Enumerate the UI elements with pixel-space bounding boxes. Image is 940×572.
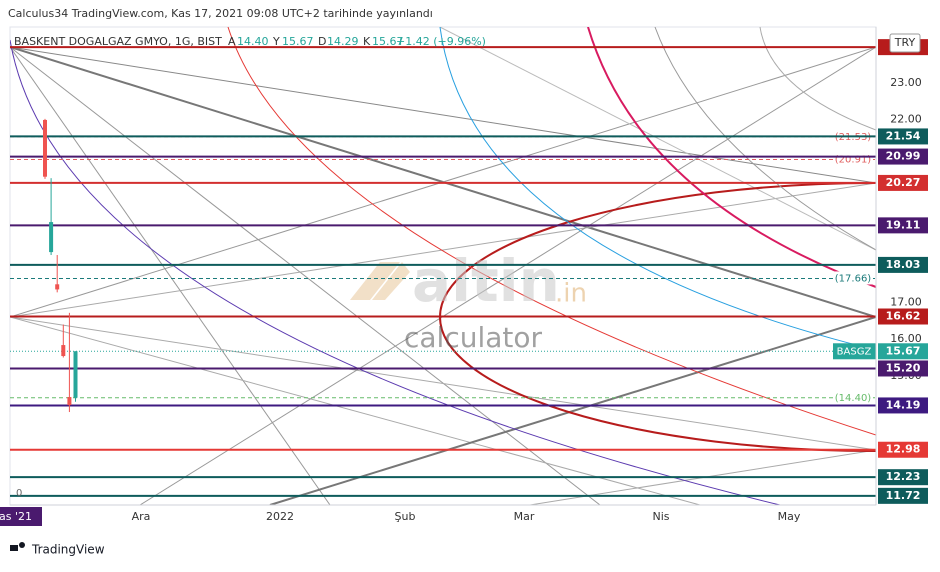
price-tag: [878, 256, 928, 273]
price-tag-label: 15.20: [886, 361, 921, 374]
x-tick-label: Mar: [514, 510, 535, 523]
x-tick-label: Nis: [652, 510, 669, 523]
zero-label: 0: [16, 488, 22, 499]
y-tick-label: 23.00: [890, 76, 922, 89]
currency-label: TRY: [894, 36, 916, 49]
candle-body: [61, 345, 66, 357]
price-tag: [878, 174, 928, 191]
y-tick-label: 16.00: [890, 332, 922, 345]
y-tick-label: 22.00: [890, 113, 922, 126]
ohlc-legend: A 14.40 Y 15.67 D 14.29 K 15.67+1.42 (+9.96%): [228, 35, 486, 48]
header: Calculus34 TradingView.com, Kas 17, 2021…: [8, 7, 433, 20]
candle-body: [49, 222, 54, 253]
symbol-tag-label: BASGZ: [837, 346, 872, 357]
price-tag-label: 12.98: [886, 443, 921, 456]
legend-key: K: [363, 35, 371, 48]
candle-body: [55, 284, 60, 290]
price-tag-label: 18.03: [886, 258, 921, 271]
price-tag-label: 21.54: [886, 129, 921, 142]
price-tag-label: 11.72: [886, 489, 921, 502]
price-tag-label: 16.62: [886, 310, 921, 323]
price-tag: [878, 343, 928, 360]
price-tag: [878, 360, 928, 377]
candle-body: [67, 397, 72, 406]
dashed-level-label: (17.66): [835, 273, 872, 284]
price-tag: [878, 469, 928, 486]
symbol-title: BASKENT DOGALGAZ GMYO, 1G, BIST: [14, 35, 222, 48]
symbol-tag: [833, 343, 876, 360]
dashed-label-bg: [833, 271, 873, 285]
legend-value: 15.67: [282, 35, 314, 48]
legend-value: 14.29: [327, 35, 359, 48]
legend-key: A: [228, 35, 236, 48]
price-tag: [878, 308, 928, 325]
x-tick-label: May: [778, 510, 801, 523]
dashed-label-bg: [833, 390, 873, 404]
price-tag: [878, 487, 928, 504]
price-tag-label: 12.23: [886, 470, 921, 483]
price-tag-label: 20.99: [886, 150, 921, 163]
watermark: altin .in calculator: [350, 247, 587, 354]
candle-body: [43, 119, 47, 177]
x-tick-label: Ara: [132, 510, 151, 523]
legend-change: +1.42 (+9.96%): [396, 35, 486, 48]
watermark-brand: altin: [412, 247, 560, 315]
x-tick-label: Şub: [395, 510, 416, 523]
candle-body: [73, 351, 78, 398]
legend-key: D: [318, 35, 326, 48]
price-tag: [878, 397, 928, 414]
price-tag-label: 14.19: [886, 398, 921, 411]
dashed-level-label: (20.91): [835, 154, 872, 165]
watermark-sub: calculator: [404, 321, 543, 354]
watermark-tld: .in: [555, 279, 587, 309]
y-tick-label: 17.00: [890, 296, 922, 309]
drawings: [10, 27, 876, 505]
footer: TradingView: [10, 542, 105, 557]
x-tick-label: Kas '21: [0, 510, 32, 523]
legend-value: 14.40: [237, 35, 269, 48]
price-tag: [878, 128, 928, 145]
price-tag: [878, 217, 928, 234]
price-tag-label: 20.27: [886, 176, 921, 189]
price-tag: [878, 441, 928, 458]
dashed-level-label: (14.40): [835, 393, 872, 404]
footer-brand: TradingView: [31, 543, 105, 557]
x-tick-label: 2022: [266, 510, 294, 523]
legend-value: 15.67: [372, 35, 404, 48]
x-tick-highlight: [0, 507, 42, 526]
price-tag: [878, 148, 928, 165]
price-tag-label: 19.11: [886, 218, 921, 231]
currency-box: [889, 33, 921, 53]
legend-key: Y: [272, 35, 280, 48]
price-tag-label: 15.67: [886, 344, 921, 357]
